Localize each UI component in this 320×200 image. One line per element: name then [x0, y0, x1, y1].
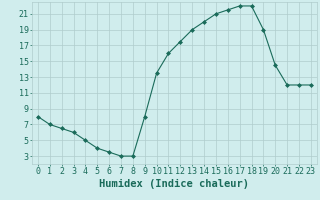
X-axis label: Humidex (Indice chaleur): Humidex (Indice chaleur): [100, 179, 249, 189]
